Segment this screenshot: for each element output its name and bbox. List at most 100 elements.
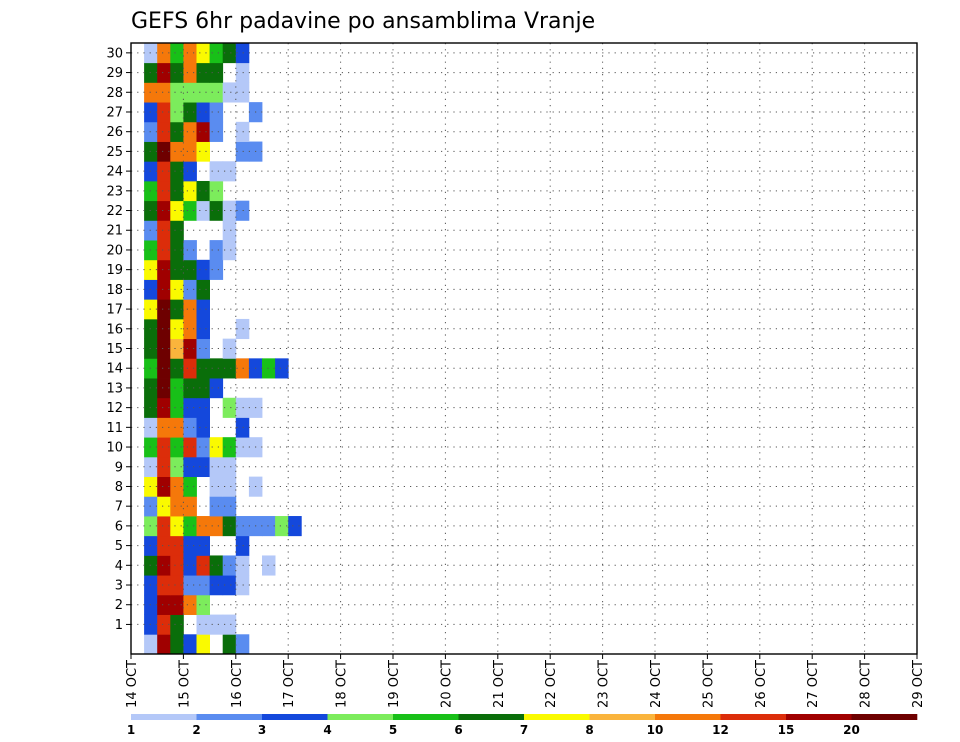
heatmap-cell xyxy=(196,279,210,300)
heatmap-cell xyxy=(183,476,197,497)
y-tick-label: 13 xyxy=(106,381,123,396)
heatmap-cell xyxy=(196,555,210,576)
heatmap-cell xyxy=(222,496,237,517)
heatmap-cell xyxy=(209,614,224,635)
heatmap-cell xyxy=(144,82,158,103)
heatmap-cell xyxy=(157,318,171,340)
heatmap-cell xyxy=(144,102,158,123)
heatmap-cell xyxy=(196,102,210,123)
colorbar-label: 20 xyxy=(843,723,860,737)
colorbar-label: 8 xyxy=(585,723,593,737)
heatmap-cell xyxy=(157,200,171,221)
heatmap-cell xyxy=(196,62,210,83)
heatmap-cell xyxy=(262,358,276,379)
heatmap-cell xyxy=(144,259,158,280)
heatmap-cell xyxy=(170,200,184,221)
y-tick-label: 2 xyxy=(115,598,123,613)
heatmap-cell xyxy=(157,496,171,517)
heatmap-cell xyxy=(235,43,250,64)
heatmap-cell xyxy=(222,338,237,359)
heatmap-cell xyxy=(183,141,197,162)
heatmap-cell xyxy=(183,200,197,221)
heatmap-cell xyxy=(170,141,184,162)
y-tick-label: 29 xyxy=(106,66,123,81)
heatmap-cell xyxy=(235,397,250,418)
heatmap-cell xyxy=(183,180,197,202)
heatmap-cell xyxy=(235,417,250,438)
heatmap-cell xyxy=(196,614,210,635)
colorbar-swatch xyxy=(655,714,721,720)
x-axis: 14 OCT 15 OCT 16 OCT 17 OCT 18 OCT 19 OCT 20 O… xyxy=(125,654,926,708)
heatmap-cell xyxy=(157,397,171,418)
x-tick-label: 28 OCT xyxy=(859,660,874,708)
x-tick-label: 23 OCT xyxy=(597,660,612,708)
heatmap-cell xyxy=(196,594,210,615)
colorbar-label: 6 xyxy=(454,723,462,737)
heatmap-cell xyxy=(183,555,197,576)
heatmap-cell xyxy=(170,62,184,83)
y-tick-label: 5 xyxy=(115,539,123,554)
heatmap-cell xyxy=(183,358,197,379)
heatmap-cell xyxy=(183,121,197,142)
heatmap-cell xyxy=(170,358,184,379)
heatmap-cell xyxy=(170,594,184,615)
heatmap-cell xyxy=(209,180,224,202)
heatmap-cell xyxy=(183,397,197,418)
y-tick-label: 4 xyxy=(115,559,123,574)
heatmap-cell xyxy=(144,43,158,64)
colorbar-swatch xyxy=(458,714,525,720)
heatmap-cell xyxy=(170,535,184,556)
heatmap-cell xyxy=(183,417,197,438)
colorbar-label: 3 xyxy=(258,723,266,737)
heatmap-cell xyxy=(157,240,171,261)
heatmap-cell xyxy=(157,82,171,103)
y-tick-label: 7 xyxy=(115,500,123,515)
heatmap-cell xyxy=(144,496,158,517)
x-tick-label: 27 OCT xyxy=(806,660,821,708)
heatmap-cell xyxy=(183,82,197,103)
heatmap-cell xyxy=(209,378,224,399)
heatmap-cell xyxy=(235,575,250,596)
y-axis: 1234567891011121314151617181920212223242… xyxy=(106,46,131,633)
heatmap-cell xyxy=(209,82,224,103)
heatmap-cell xyxy=(170,279,184,300)
heatmap-cell xyxy=(235,121,250,142)
heatmap-cell xyxy=(235,555,250,576)
heatmap-cell xyxy=(222,82,237,103)
heatmap-cell xyxy=(196,200,210,221)
colorbar-label: 1 xyxy=(127,723,135,737)
heatmap-cell xyxy=(196,121,210,142)
y-tick-label: 19 xyxy=(106,263,123,278)
heatmap-cell xyxy=(144,358,158,379)
heatmap-cell xyxy=(157,141,171,162)
heatmap-cell xyxy=(235,437,250,458)
heatmap-cell xyxy=(209,240,224,261)
heatmap-cell xyxy=(196,397,210,418)
heatmap-cell xyxy=(144,338,158,359)
heatmap-cell xyxy=(262,555,276,576)
x-tick-label: 15 OCT xyxy=(177,660,192,708)
heatmap-cell xyxy=(183,378,197,399)
heatmap-cell xyxy=(222,240,237,261)
heatmap-cell xyxy=(157,338,171,359)
heatmap-cell xyxy=(209,62,224,83)
heatmap-cell xyxy=(144,141,158,162)
heatmap-cell xyxy=(183,516,197,537)
heatmap-cell xyxy=(209,516,224,537)
heatmap-cell xyxy=(209,161,224,182)
heatmap-cell xyxy=(196,43,210,64)
heatmap-cell xyxy=(183,43,197,64)
y-tick-label: 25 xyxy=(106,145,123,160)
heatmap-cell xyxy=(222,43,237,64)
heatmap-cell xyxy=(170,417,184,438)
heatmap-cell xyxy=(183,102,197,123)
heatmap-cell xyxy=(209,476,224,497)
heatmap-cell xyxy=(235,318,250,340)
heatmap-cell xyxy=(222,220,237,241)
heatmap-cell xyxy=(183,496,197,517)
y-tick-label: 20 xyxy=(106,243,123,258)
heatmap-cell xyxy=(196,338,210,359)
heatmap-cell xyxy=(144,594,158,615)
x-tick-label: 26 OCT xyxy=(754,660,769,708)
heatmap-cell xyxy=(170,318,184,340)
